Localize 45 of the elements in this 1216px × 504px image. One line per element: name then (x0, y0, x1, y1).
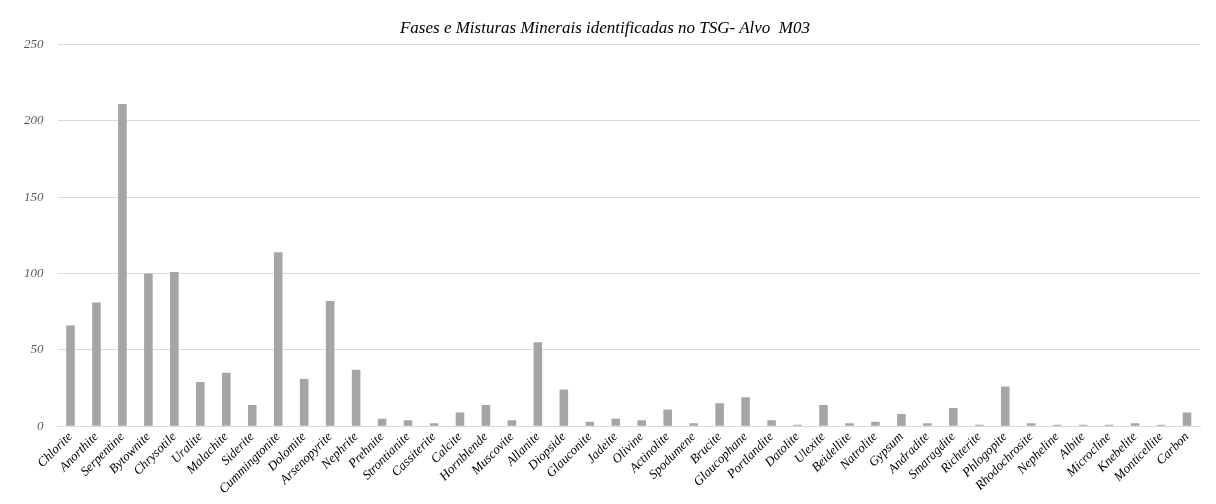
bar (533, 342, 543, 426)
bar (819, 404, 828, 426)
bar (247, 404, 257, 426)
bar (221, 372, 231, 426)
bar (144, 273, 153, 426)
bar (663, 409, 672, 426)
bar (897, 414, 906, 426)
bar (1026, 423, 1036, 426)
bar (949, 407, 958, 426)
bar (767, 420, 776, 426)
bar (170, 272, 179, 426)
bar (118, 103, 127, 426)
bar (429, 423, 439, 426)
bar (455, 412, 465, 426)
y-tick-label: 200 (24, 112, 44, 128)
bar (325, 301, 335, 426)
bar (715, 403, 724, 426)
bar (1130, 423, 1140, 426)
bar (351, 369, 361, 426)
bar (871, 421, 880, 426)
bar (741, 397, 750, 426)
y-tick-label: 150 (24, 188, 44, 204)
bar (273, 252, 283, 426)
bar (585, 421, 595, 426)
bar (611, 418, 621, 426)
bar (196, 381, 205, 426)
bar (403, 420, 413, 426)
bar (845, 423, 854, 426)
y-tick-label: 100 (24, 264, 44, 280)
y-tick-label: 0 (37, 417, 44, 433)
y-tick-label: 50 (30, 341, 44, 357)
y-tick-label: 250 (24, 35, 44, 51)
bar (689, 423, 698, 426)
bar (507, 420, 517, 426)
bar (923, 423, 932, 426)
bar (1000, 386, 1010, 426)
bar (637, 420, 647, 426)
bar (377, 418, 387, 426)
bar (481, 404, 491, 426)
bar (559, 389, 569, 426)
bar (1182, 412, 1192, 426)
bar (92, 302, 101, 426)
bar (299, 378, 309, 426)
bar (66, 325, 75, 426)
chart-title: Fases e Misturas Minerais identificadas no TSG- Alvo M03 (398, 17, 811, 37)
